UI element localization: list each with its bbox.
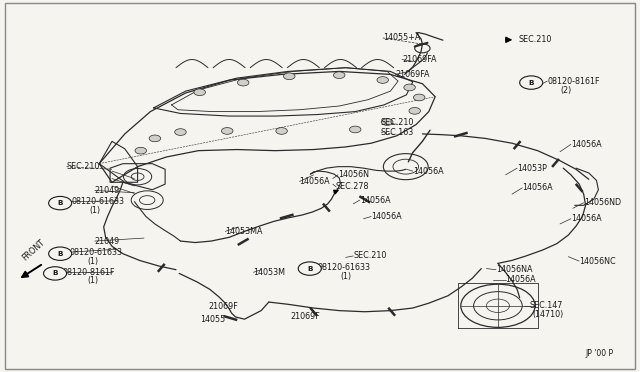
Circle shape <box>520 76 543 89</box>
Text: 21069FA: 21069FA <box>402 55 436 64</box>
Circle shape <box>284 73 295 80</box>
Text: SEC.210: SEC.210 <box>67 162 100 171</box>
Text: 14055: 14055 <box>200 315 225 324</box>
Text: B: B <box>529 80 534 86</box>
Text: 14056N: 14056N <box>338 170 369 179</box>
Text: 14053MA: 14053MA <box>225 227 263 236</box>
Circle shape <box>135 147 147 154</box>
Text: 08120-61633: 08120-61633 <box>69 248 122 257</box>
Text: (1): (1) <box>340 272 351 280</box>
Text: JP '00 P: JP '00 P <box>585 349 613 358</box>
Text: 21049: 21049 <box>95 186 120 195</box>
Circle shape <box>175 129 186 135</box>
Text: (1): (1) <box>90 206 100 215</box>
Text: 08120-61633: 08120-61633 <box>72 197 125 206</box>
Text: 14053P: 14053P <box>517 164 547 173</box>
Text: 14053M: 14053M <box>253 268 285 277</box>
Text: 21069F: 21069F <box>291 312 320 321</box>
Circle shape <box>377 77 388 83</box>
Circle shape <box>276 128 287 134</box>
Text: B: B <box>58 251 63 257</box>
Text: (2): (2) <box>561 86 572 94</box>
Circle shape <box>409 108 420 114</box>
Text: 08120-8161F: 08120-8161F <box>63 268 115 277</box>
Text: 21069FA: 21069FA <box>396 70 430 79</box>
Circle shape <box>49 247 72 260</box>
Text: B: B <box>307 266 312 272</box>
Circle shape <box>44 267 67 280</box>
Circle shape <box>194 89 205 96</box>
Circle shape <box>413 94 425 101</box>
Text: (1): (1) <box>87 257 98 266</box>
Circle shape <box>349 126 361 133</box>
Circle shape <box>404 84 415 91</box>
Circle shape <box>333 72 345 78</box>
Text: 14056NC: 14056NC <box>579 257 616 266</box>
Text: 14056A: 14056A <box>506 275 536 284</box>
Circle shape <box>49 196 72 210</box>
Text: 14056ND: 14056ND <box>584 198 621 207</box>
Text: FRONT: FRONT <box>20 237 46 262</box>
Text: SEC.163: SEC.163 <box>381 128 414 137</box>
Circle shape <box>381 119 393 125</box>
Text: 21049: 21049 <box>95 237 120 246</box>
Text: 14056A: 14056A <box>413 167 444 176</box>
Text: 14056A: 14056A <box>300 177 330 186</box>
Text: 21069F: 21069F <box>209 302 238 311</box>
Text: 14056A: 14056A <box>571 214 602 223</box>
Text: SEC.210: SEC.210 <box>353 251 387 260</box>
Text: 14056A: 14056A <box>371 212 402 221</box>
Circle shape <box>221 128 233 134</box>
Text: 14056A: 14056A <box>522 183 553 192</box>
Text: 14055+A: 14055+A <box>383 33 420 42</box>
Text: B: B <box>52 270 58 276</box>
Circle shape <box>237 79 249 86</box>
Text: SEC.210: SEC.210 <box>518 35 552 44</box>
Text: 14056NA: 14056NA <box>496 265 532 274</box>
Text: SEC.147: SEC.147 <box>530 301 563 310</box>
Text: SEC.210: SEC.210 <box>381 118 414 126</box>
Text: (14710): (14710) <box>532 310 564 319</box>
Text: 14056A: 14056A <box>360 196 390 205</box>
Text: SEC.278: SEC.278 <box>336 182 369 191</box>
Text: B: B <box>58 200 63 206</box>
Circle shape <box>298 262 321 275</box>
Text: 08120-61633: 08120-61633 <box>317 263 371 272</box>
Circle shape <box>149 135 161 142</box>
Text: 14056A: 14056A <box>571 140 602 149</box>
Text: 08120-8161F: 08120-8161F <box>547 77 600 86</box>
Text: (1): (1) <box>87 276 98 285</box>
